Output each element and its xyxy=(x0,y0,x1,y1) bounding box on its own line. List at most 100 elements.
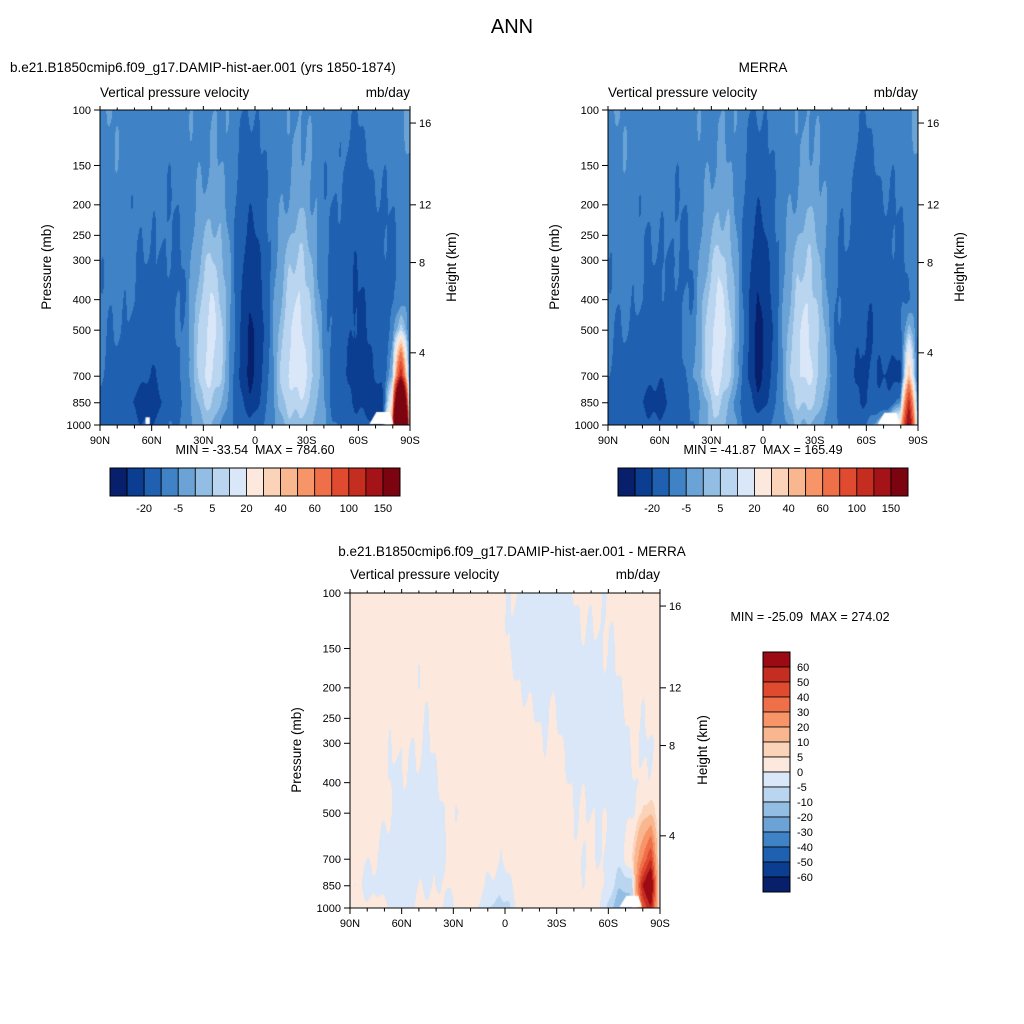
axes-layer: 100 150 200 250 300 400 500 700 850 1000 16 12 8 4 90N… xyxy=(317,588,682,930)
svg-text:1000: 1000 xyxy=(67,420,91,432)
merra-subtitle: Vertical pressure velocity xyxy=(608,85,758,100)
svg-text:700: 700 xyxy=(73,371,91,383)
merra-colorbar: -20 -5 5 20 40 60 100 150 xyxy=(617,467,909,518)
svg-text:400: 400 xyxy=(581,294,599,306)
model-subtitle: Vertical pressure velocity xyxy=(100,85,250,100)
svg-text:-20: -20 xyxy=(136,503,152,515)
svg-text:-5: -5 xyxy=(173,503,183,515)
svg-text:100: 100 xyxy=(73,105,91,117)
svg-text:16: 16 xyxy=(419,118,431,130)
svg-text:12: 12 xyxy=(669,683,681,695)
svg-text:100: 100 xyxy=(323,588,341,600)
svg-text:30N: 30N xyxy=(701,435,721,447)
axes-layer: 100 150 200 250 300 400 500 700 850 1000 16 12 8 4 90N… xyxy=(575,105,940,447)
svg-text:40: 40 xyxy=(274,503,286,515)
svg-text:60: 60 xyxy=(309,503,321,515)
svg-text:150: 150 xyxy=(73,160,91,172)
svg-text:12: 12 xyxy=(419,200,431,212)
svg-text:850: 850 xyxy=(323,881,341,893)
svg-text:-5: -5 xyxy=(681,503,691,515)
model-subtitle-row: Vertical pressure velocity mb/day xyxy=(100,85,410,100)
svg-text:30S: 30S xyxy=(547,918,567,930)
svg-text:0: 0 xyxy=(760,435,766,447)
svg-text:4: 4 xyxy=(419,348,425,360)
svg-text:16: 16 xyxy=(927,118,939,130)
svg-text:10: 10 xyxy=(797,737,809,749)
svg-text:40: 40 xyxy=(782,503,794,515)
svg-text:-50: -50 xyxy=(797,857,813,869)
svg-text:5: 5 xyxy=(797,752,803,764)
colorbar-svg: -20 -5 5 20 40 60 100 150 xyxy=(617,467,909,515)
merra-units-label: mb/day xyxy=(873,85,918,100)
merra-contour-plot: 100 150 200 250 300 400 500 700 850 1000 16 12 8 4 90N… xyxy=(575,105,940,447)
svg-text:4: 4 xyxy=(927,348,933,360)
diff-subtitle-row: Vertical pressure velocity mb/day xyxy=(350,567,660,582)
model-panel-title: b.e21.B1850cmip6.f09_g17.DAMIP-hist-aer.… xyxy=(10,60,396,75)
model-colorbar: -20 -5 5 20 40 60 100 150 xyxy=(109,467,401,518)
svg-text:90S: 90S xyxy=(650,918,670,930)
svg-text:30N: 30N xyxy=(193,435,213,447)
svg-text:-30: -30 xyxy=(797,827,813,839)
model-minmax-label: MIN = -33.54 MAX = 784.60 xyxy=(175,443,335,457)
svg-text:60N: 60N xyxy=(650,435,670,447)
diff-panel-title: b.e21.B1850cmip6.f09_g17.DAMIP-hist-aer.… xyxy=(338,544,686,559)
svg-text:-40: -40 xyxy=(797,842,813,854)
svg-text:500: 500 xyxy=(323,808,341,820)
model-units-label: mb/day xyxy=(365,85,410,100)
svg-text:400: 400 xyxy=(323,777,341,789)
svg-text:60S: 60S xyxy=(599,918,619,930)
svg-text:250: 250 xyxy=(73,230,91,242)
svg-text:60N: 60N xyxy=(142,435,162,447)
svg-text:60N: 60N xyxy=(392,918,412,930)
svg-text:0: 0 xyxy=(502,918,508,930)
svg-text:5: 5 xyxy=(209,503,215,515)
svg-text:60: 60 xyxy=(817,503,829,515)
svg-text:150: 150 xyxy=(323,643,341,655)
svg-text:200: 200 xyxy=(323,683,341,695)
svg-text:20: 20 xyxy=(797,722,809,734)
svg-text:-5: -5 xyxy=(797,782,807,794)
svg-text:8: 8 xyxy=(927,257,933,269)
diff-contour-plot: 100 150 200 250 300 400 500 700 850 1000 16 12 8 4 90N… xyxy=(317,588,682,930)
svg-text:200: 200 xyxy=(581,200,599,212)
svg-text:200: 200 xyxy=(73,200,91,212)
diff-contour-canvas xyxy=(350,593,660,908)
svg-text:0: 0 xyxy=(252,435,258,447)
svg-text:500: 500 xyxy=(581,325,599,337)
svg-text:90N: 90N xyxy=(598,435,618,447)
svg-text:850: 850 xyxy=(581,398,599,410)
svg-text:30: 30 xyxy=(797,707,809,719)
diff-subtitle: Vertical pressure velocity xyxy=(350,567,500,582)
svg-text:90S: 90S xyxy=(400,435,420,447)
svg-text:-60: -60 xyxy=(797,872,813,884)
svg-text:90N: 90N xyxy=(340,918,360,930)
svg-text:16: 16 xyxy=(669,601,681,613)
merra-subtitle-row: Vertical pressure velocity mb/day xyxy=(608,85,918,100)
svg-text:250: 250 xyxy=(581,230,599,242)
svg-text:-20: -20 xyxy=(644,503,660,515)
diff-units-label: mb/day xyxy=(615,567,660,582)
svg-text:250: 250 xyxy=(323,713,341,725)
svg-text:60S: 60S xyxy=(857,435,877,447)
svg-text:30S: 30S xyxy=(805,435,825,447)
svg-text:40: 40 xyxy=(797,692,809,704)
axes-layer: 100 150 200 250 300 400 500 700 850 1000 16 12 8 4 90N… xyxy=(67,105,432,447)
svg-text:500: 500 xyxy=(73,325,91,337)
svg-text:90N: 90N xyxy=(90,435,110,447)
svg-text:100: 100 xyxy=(581,105,599,117)
svg-text:1000: 1000 xyxy=(317,903,341,915)
svg-text:300: 300 xyxy=(323,738,341,750)
svg-text:5: 5 xyxy=(717,503,723,515)
svg-text:30S: 30S xyxy=(297,435,317,447)
svg-text:90S: 90S xyxy=(908,435,928,447)
svg-text:60: 60 xyxy=(797,662,809,674)
svg-text:20: 20 xyxy=(240,503,252,515)
svg-text:400: 400 xyxy=(73,294,91,306)
svg-text:8: 8 xyxy=(669,740,675,752)
svg-text:100: 100 xyxy=(848,503,866,515)
svg-text:0: 0 xyxy=(797,767,803,779)
model-contour-plot: 100 150 200 250 300 400 500 700 850 1000 16 12 8 4 90N… xyxy=(67,105,432,447)
merra-panel-title: MERRA xyxy=(738,60,788,75)
svg-text:100: 100 xyxy=(340,503,358,515)
